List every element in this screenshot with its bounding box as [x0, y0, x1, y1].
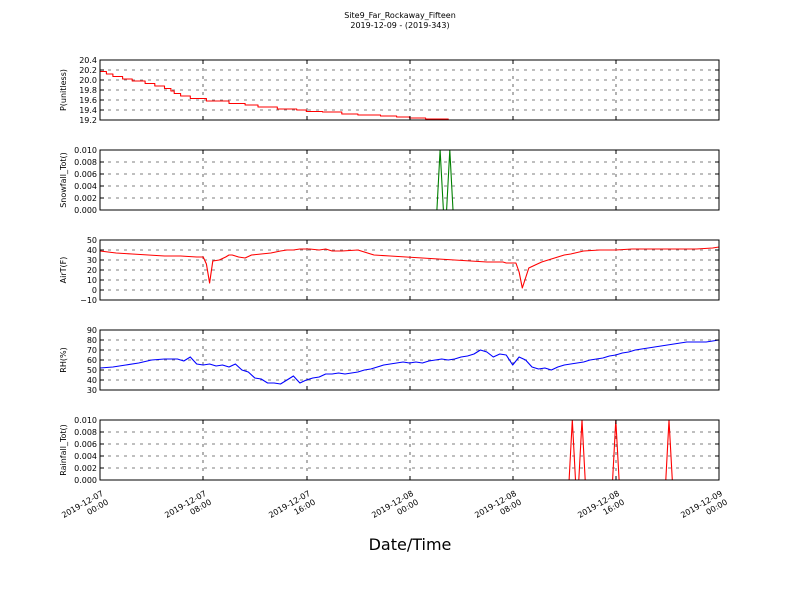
- y-tick-label: 0: [92, 286, 97, 295]
- y-tick-label: 0.010: [74, 146, 97, 155]
- y-axis-label: AirT(F): [59, 257, 68, 284]
- y-axis-label: RH(%): [59, 347, 68, 372]
- y-tick-label: 50: [87, 366, 97, 375]
- y-tick-label: 80: [87, 336, 97, 345]
- y-tick-label: 30: [87, 256, 97, 265]
- y-tick-label: 19.4: [79, 106, 97, 115]
- y-tick-label: 0.008: [74, 158, 97, 167]
- y-tick-label: 19.2: [79, 116, 97, 125]
- y-tick-label: 50: [87, 236, 97, 245]
- series-line-1: [100, 419, 719, 481]
- y-tick-label: 0.008: [74, 428, 97, 437]
- y-axis-label: Snowfall_Tot(): [59, 152, 68, 208]
- y-tick-label: 20.2: [79, 66, 97, 75]
- y-tick-label: 0.002: [74, 194, 97, 203]
- y-tick-label: 90: [87, 326, 97, 335]
- y-axis-label: Rainfall_Tot(): [59, 424, 68, 476]
- series-line-1: [99, 339, 720, 385]
- plot-frame: [99, 59, 720, 121]
- y-tick-label: 19.8: [79, 86, 97, 95]
- series-line-1: [99, 246, 720, 289]
- series-line-1: [100, 149, 719, 211]
- y-tick-label: 0.000: [74, 476, 97, 485]
- y-tick-label: 0.010: [74, 416, 97, 425]
- panel-5: 0.010 0.008 0.006 0.004 0.002 0.000 Rainfall_T…: [59, 416, 729, 520]
- x-axis-label: Date/Time: [368, 535, 452, 554]
- y-tick-label: 10: [87, 276, 97, 285]
- plot-frame: [99, 149, 720, 211]
- y-tick-label: 20: [87, 266, 97, 275]
- y-tick-label: 0.004: [74, 452, 97, 461]
- y-tick-label: 19.6: [79, 96, 97, 105]
- y-tick-label: 40: [87, 246, 97, 255]
- series-line-1: [100, 70, 719, 121]
- y-axis-label: P(unitless): [59, 69, 68, 111]
- chart-subtitle: 2019-12-09 - (2019-343): [350, 21, 450, 30]
- panel-1: 20.420.220.019.819.619.419.2 P(unitless): [59, 56, 720, 125]
- y-tick-label: 60: [87, 356, 97, 365]
- y-tick-label: 0.006: [74, 170, 97, 179]
- plot-frame: [99, 419, 720, 481]
- y-tick-label: 0.004: [74, 182, 97, 191]
- y-tick-label: 0.006: [74, 440, 97, 449]
- chart-title: Site9_Far_Rockaway_Fifteen: [344, 11, 456, 20]
- y-tick-label: 30: [87, 386, 97, 395]
- y-tick-label: 70: [87, 346, 97, 355]
- y-tick-label: 0.000: [74, 206, 97, 215]
- panel-2: 0.010 0.008 0.006 0.004 0.002 0.000 Snowfall_T…: [59, 146, 720, 215]
- y-tick-label: −10: [80, 296, 97, 305]
- y-tick-label: 0.002: [74, 464, 97, 473]
- y-tick-label: 40: [87, 376, 97, 385]
- y-tick-label: 20.0: [79, 76, 97, 85]
- y-tick-label: 20.4: [79, 56, 97, 65]
